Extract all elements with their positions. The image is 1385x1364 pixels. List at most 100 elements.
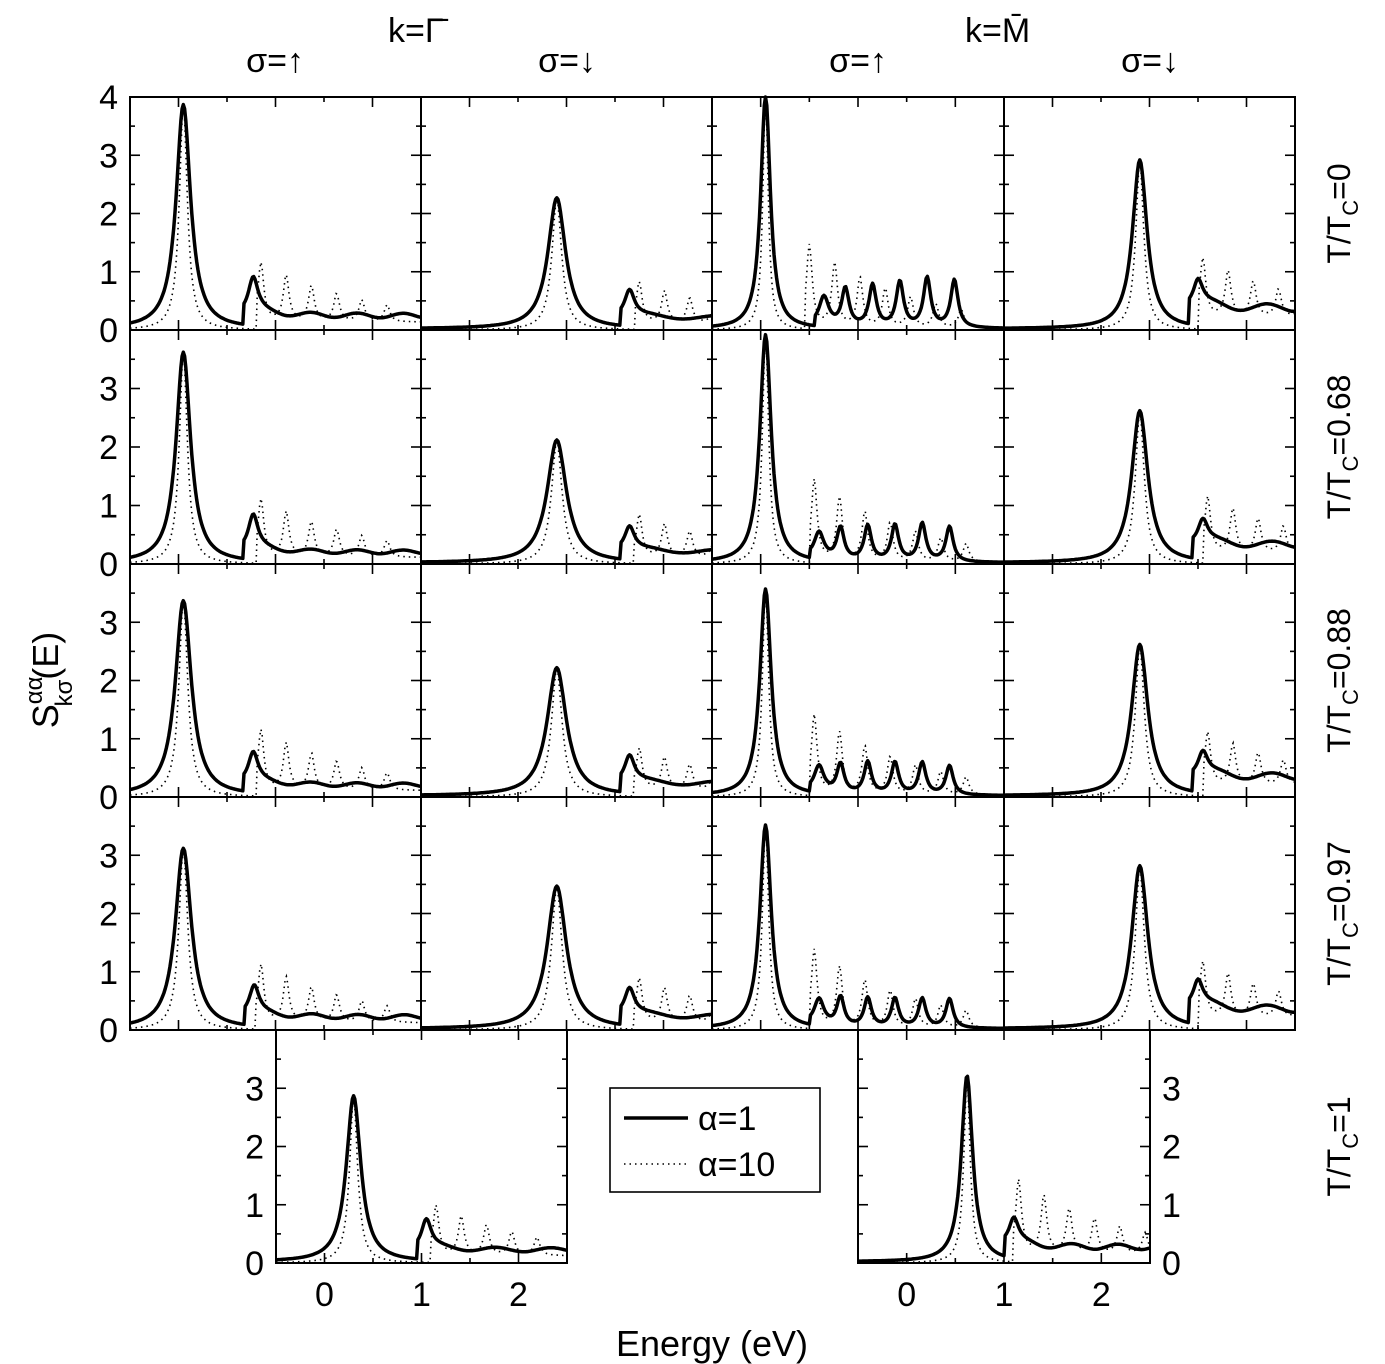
x-tick-label: 1 — [412, 1276, 431, 1314]
y-tick-label: 2 — [99, 896, 118, 934]
panel-frame — [1003, 796, 1296, 1031]
row-label-value: =0.97 — [1321, 841, 1357, 922]
svg-text:T/TC=0.88: T/TC=0.88 — [1321, 608, 1363, 753]
header-k-m: k=M̄ — [965, 12, 1030, 50]
panel-frame — [420, 796, 713, 1031]
y-tick-label: 0 — [99, 546, 118, 584]
svg-text:T/TC=0.68: T/TC=0.68 — [1321, 375, 1363, 520]
header-col2-spin: σ=↓ — [538, 42, 596, 80]
y-label-sup: αα — [21, 676, 48, 704]
y-tick-label: 3 — [99, 371, 118, 409]
series-alpha10-r1-c2 — [711, 335, 1004, 564]
series-alpha1-r0-c1 — [420, 196, 713, 330]
y-tick-label: 3 — [245, 1070, 264, 1108]
row-label-sub: C — [1338, 200, 1363, 216]
series-alpha1-r4-c0 — [275, 1094, 568, 1262]
panel-frame — [420, 329, 713, 565]
panel-frame — [420, 96, 713, 331]
y-tick-label: 4 — [99, 79, 118, 117]
panel-r2-c2 — [711, 563, 1005, 798]
header-col1-spin: σ=↑ — [246, 42, 304, 80]
x-tick-label: 2 — [509, 1276, 528, 1314]
series-alpha1-r3-c1 — [420, 884, 713, 1030]
row-label-4: T/TC=1 — [1321, 1096, 1363, 1196]
x-tick-label: 0 — [315, 1276, 334, 1314]
panel-r3-c1 — [420, 796, 713, 1031]
series-alpha1-r0-c3 — [1003, 158, 1296, 330]
panel-frame — [1003, 563, 1296, 798]
svg-text:T/TC=0: T/TC=0 — [1321, 163, 1363, 263]
x-tick-label: 0 — [897, 1276, 916, 1314]
svg-text:T/TC=0.97: T/TC=0.97 — [1321, 841, 1363, 986]
panel-frame — [129, 796, 422, 1031]
y-tick-label: 0 — [245, 1245, 264, 1283]
header-col3-spin: σ=↑ — [829, 42, 887, 80]
panel-r1-c2 — [711, 329, 1005, 565]
panel-frame — [711, 796, 1005, 1031]
series-alpha10-r1-c3 — [1004, 411, 1296, 565]
series-alpha10-r0-c2 — [711, 96, 1004, 330]
y-label-sub: kσ — [51, 680, 78, 707]
series-alpha1-r3-c3 — [1003, 863, 1296, 1030]
y-tick-label: 1 — [99, 254, 118, 292]
series-alpha1-r2-c3 — [1003, 642, 1296, 797]
panel-r2-c0 — [129, 563, 422, 798]
panel-r1-c0 — [129, 329, 422, 565]
row-label-0: T/TC=0 — [1321, 163, 1363, 263]
row-label-base: T/T — [1321, 938, 1357, 986]
row-label-1: T/TC=0.68 — [1321, 375, 1363, 520]
series-alpha1-r1-c3 — [1003, 408, 1296, 564]
panel-frame — [857, 1029, 1151, 1264]
y-tick-label: 1 — [99, 721, 118, 759]
y-tick-label: 1 — [245, 1187, 264, 1225]
y-tick-label: 0 — [99, 312, 118, 350]
panel-r1-c3 — [1003, 329, 1296, 565]
y-label-main: S — [25, 704, 66, 728]
y-tick-label: 3 — [99, 604, 118, 642]
series-alpha1-r3-c0 — [129, 846, 422, 1027]
row-label-value: =0.68 — [1321, 375, 1357, 456]
series-alpha10-r3-c2 — [712, 826, 1004, 1030]
row-label-sub: C — [1338, 1133, 1363, 1149]
header-k-gamma: k=Γ̄ — [388, 12, 449, 50]
panel-grid: T/TC=0T/TC=0.68T/TC=0.88T/TC=0.97T/TC=10… — [99, 79, 1363, 1314]
series-alpha10-r2-c2 — [711, 590, 1004, 797]
svg-text:T/TC=1: T/TC=1 — [1321, 1096, 1363, 1196]
panel-frame — [1003, 96, 1296, 331]
y-label-tail: (E) — [25, 632, 66, 680]
panel-r3-c3 — [1003, 796, 1296, 1031]
panel-r3-c2 — [711, 796, 1005, 1031]
x-tick-label: 1 — [995, 1276, 1014, 1314]
panel-r2-c1 — [420, 563, 713, 798]
y-tick-label: 3 — [99, 137, 118, 175]
y-tick-label: 1 — [99, 488, 118, 526]
row-label-base: T/T — [1321, 1149, 1357, 1197]
legend-entry-1: α=1 — [698, 1100, 756, 1138]
row-label-3: T/TC=0.97 — [1321, 841, 1363, 986]
series-alpha1-r0-c0 — [129, 102, 422, 326]
y-tick-label: 0 — [99, 779, 118, 817]
y-tick-label: 3 — [1162, 1070, 1181, 1108]
y-tick-label: 0 — [99, 1012, 118, 1050]
y-tick-label: 2 — [245, 1129, 264, 1167]
y-tick-label: 2 — [99, 663, 118, 701]
row-label-sub: C — [1338, 922, 1363, 938]
series-alpha1-r3-c2 — [711, 823, 1005, 1031]
y-axis-label: Sαα kσ(E) — [21, 632, 78, 729]
row-label-sub: C — [1338, 689, 1363, 705]
series-alpha10-r1-c1 — [421, 438, 713, 565]
series-alpha10-r2-c0 — [129, 601, 421, 797]
y-tick-label: 3 — [99, 837, 118, 875]
panel-r0-c0 — [129, 96, 422, 331]
panel-r4-c0 — [275, 1029, 568, 1264]
panel-r0-c3 — [1003, 96, 1296, 331]
row-label-base: T/T — [1321, 216, 1357, 264]
series-alpha1-r0-c2 — [711, 95, 1005, 330]
panel-frame — [711, 563, 1005, 798]
series-alpha10-r4-c0 — [275, 1096, 567, 1264]
panel-r3-c0 — [129, 796, 422, 1031]
panel-r0-c1 — [420, 96, 713, 331]
panel-frame — [711, 329, 1005, 565]
series-alpha1-r4-c3 — [857, 1074, 1151, 1263]
